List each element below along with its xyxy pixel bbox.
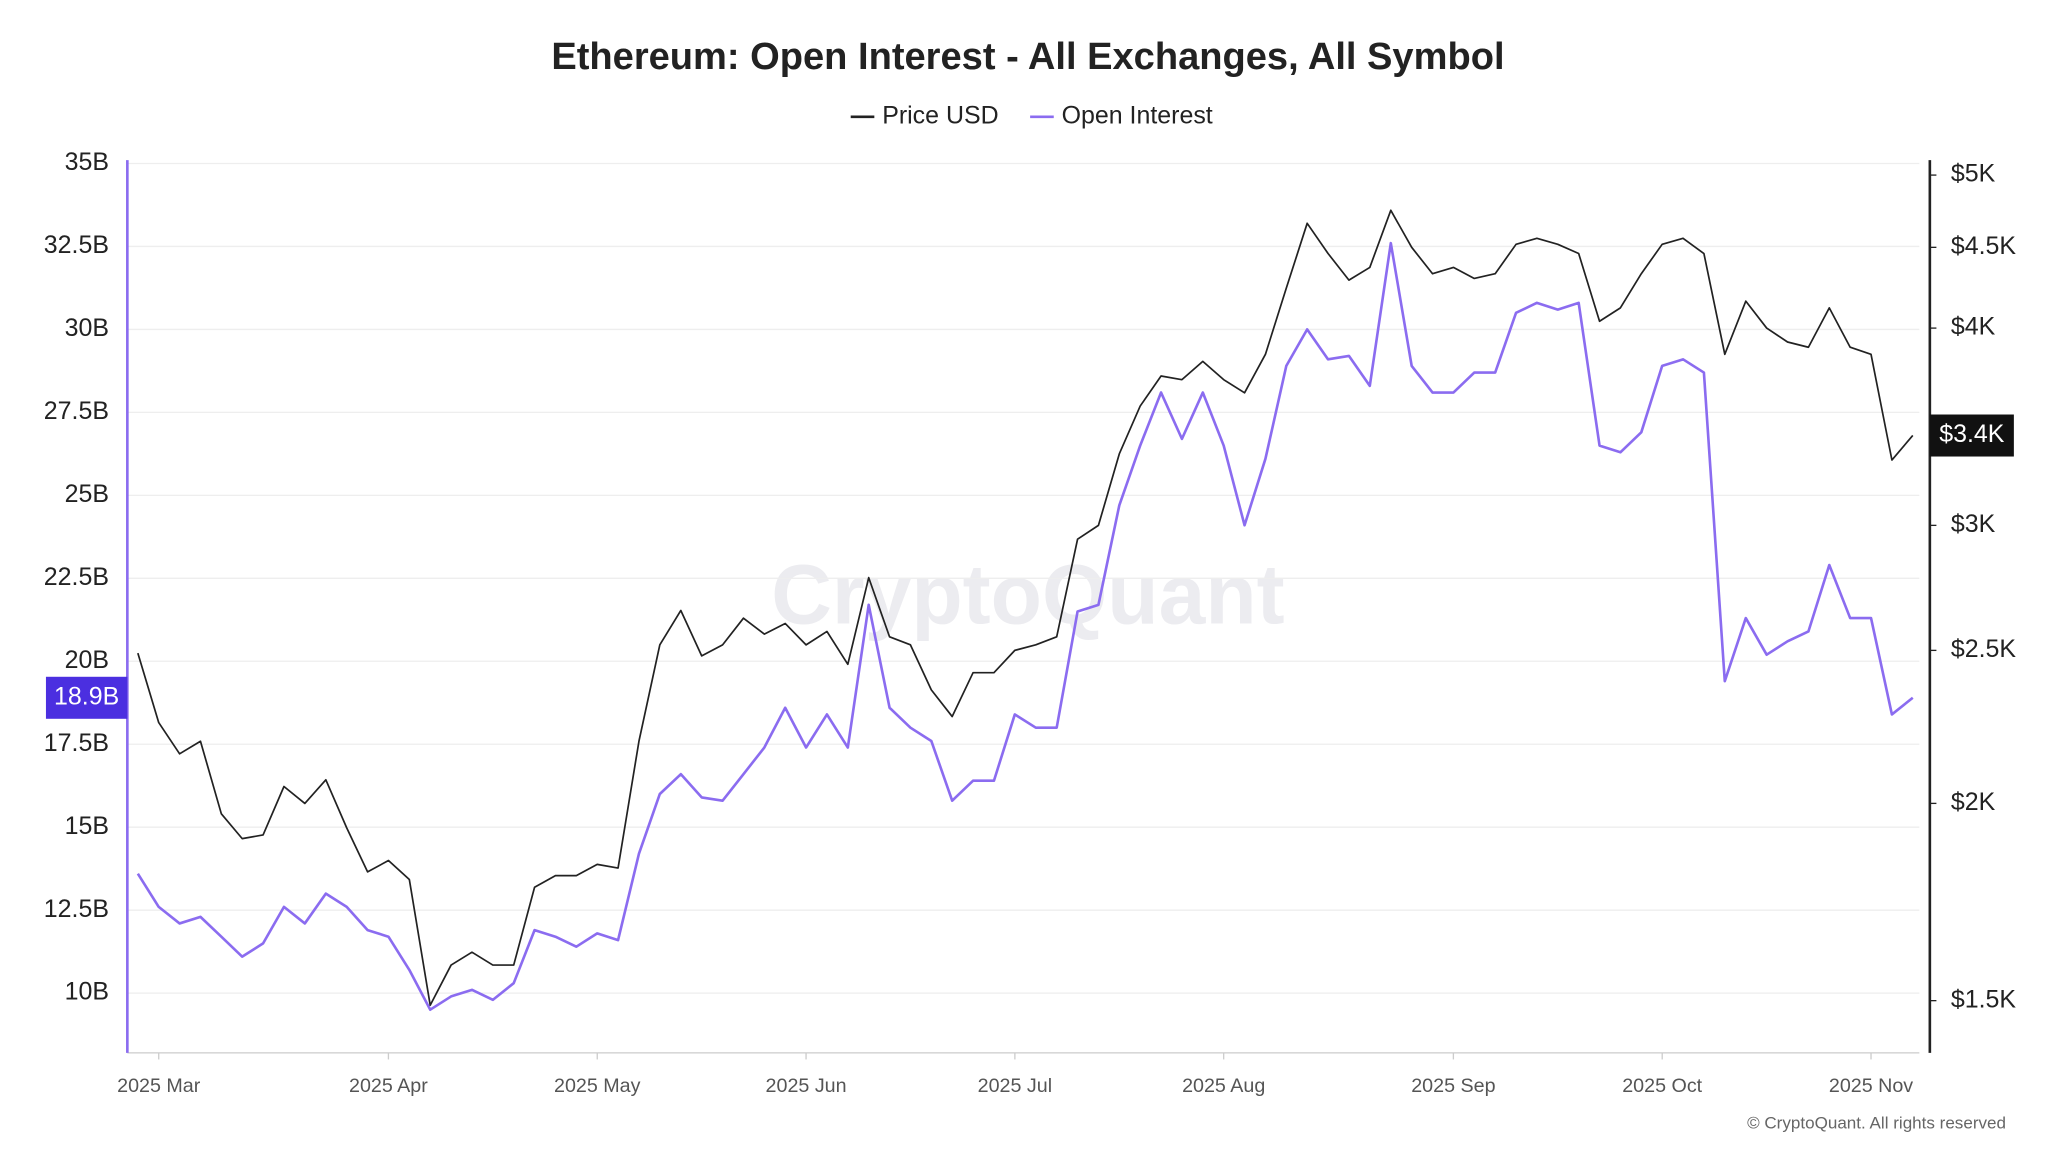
footer: © CryptoQuant. All rights reserved bbox=[1747, 1113, 2006, 1132]
x-tick-label: 2025 Oct bbox=[1622, 1075, 1702, 1097]
y2-tick-label: $4.5K bbox=[1951, 232, 2017, 260]
legend-label: Price USD bbox=[882, 101, 998, 129]
y2-tick-label: $2.5K bbox=[1951, 635, 2017, 663]
y2-tick-label: $2K bbox=[1951, 788, 1996, 816]
y-tick-label: 27.5B bbox=[44, 397, 109, 425]
series-line bbox=[136, 241, 1914, 1012]
y2-tick-label: $1.5K bbox=[1951, 985, 2017, 1013]
x-tick-label: 2025 May bbox=[554, 1075, 641, 1097]
x-tick-label: 2025 Aug bbox=[1182, 1075, 1265, 1097]
x-tick-label: 2025 Jun bbox=[766, 1075, 847, 1097]
y-tick-label: 30B bbox=[65, 314, 109, 342]
y-tick-label: 10B bbox=[65, 978, 109, 1006]
y-tick-label: 32.5B bbox=[44, 231, 109, 259]
last-value-badge bbox=[1929, 414, 2014, 457]
x-tick-label: 2025 Apr bbox=[349, 1075, 428, 1097]
y-tick-label: 12.5B bbox=[44, 895, 109, 923]
x-tick-label: 2025 Jul bbox=[978, 1075, 1052, 1097]
last-value-badge bbox=[45, 676, 128, 719]
y2-tick-label: $5K bbox=[1951, 160, 1996, 188]
y-tick-label: 25B bbox=[65, 480, 109, 508]
y-tick-label: 20B bbox=[65, 646, 109, 674]
y2-tick-label: $3K bbox=[1951, 510, 1996, 538]
legend-label: Open Interest bbox=[1062, 101, 1213, 129]
last-value-label: $3.4K bbox=[1939, 420, 2005, 448]
x-tick-label: 2025 Sep bbox=[1411, 1075, 1495, 1097]
y2-tick-label: $4K bbox=[1951, 313, 1996, 341]
last-value-label: 18.9B bbox=[54, 682, 119, 710]
series-line bbox=[137, 209, 1914, 1007]
y-tick-label: 35B bbox=[65, 148, 109, 176]
x-tick-label: 2025 Nov bbox=[1829, 1075, 1913, 1097]
x-tick-label: 2025 Mar bbox=[117, 1075, 201, 1097]
y-tick-label: 17.5B bbox=[44, 729, 109, 757]
chart-title: Ethereum: Open Interest - All Exchanges,… bbox=[551, 36, 1504, 78]
y-tick-label: 22.5B bbox=[44, 563, 109, 591]
y-tick-label: 15B bbox=[65, 812, 109, 840]
watermark: CryptoQuant bbox=[771, 547, 1284, 641]
